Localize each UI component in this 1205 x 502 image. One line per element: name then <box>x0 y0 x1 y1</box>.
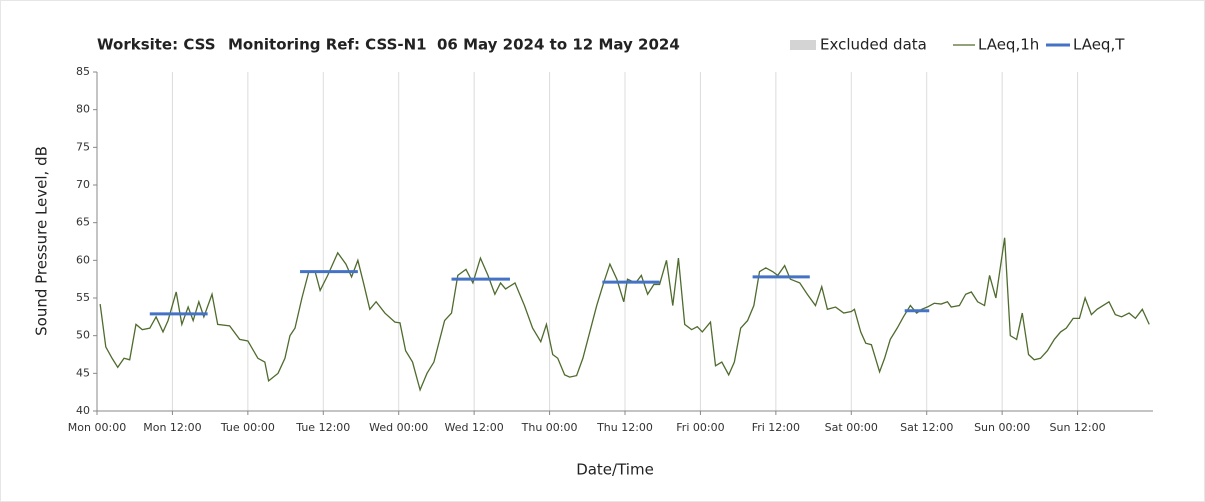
line-series <box>99 237 1150 392</box>
x-tick-label: Sat 12:00 <box>900 421 953 434</box>
y-axis-title: Sound Pressure Level, dB <box>33 146 51 336</box>
x-tick-label: Sat 00:00 <box>825 421 878 434</box>
x-tick-label: Tue 00:00 <box>220 421 275 434</box>
chart-title: 06 May 2024 to 12 May 2024 <box>437 36 680 54</box>
y-tick-label: 40 <box>76 404 90 417</box>
chart-title: Worksite: CSS <box>97 36 216 54</box>
x-tick-label: Fri 12:00 <box>752 421 800 434</box>
x-tick-label: Thu 00:00 <box>521 421 578 434</box>
x-tick-label: Wed 12:00 <box>445 421 504 434</box>
y-tick-label: 55 <box>76 291 90 304</box>
y-tick-label: 85 <box>76 65 90 78</box>
legend-swatch <box>790 40 816 50</box>
y-tick-label: 60 <box>76 253 90 266</box>
x-tick-label: Mon 12:00 <box>143 421 201 434</box>
y-tick-label: 70 <box>76 178 90 191</box>
chart-title: Monitoring Ref: CSS-N1 <box>228 36 427 54</box>
legend-label: LAeq,T <box>1073 36 1125 54</box>
y-tick-label: 50 <box>76 329 90 342</box>
x-tick-label: Wed 00:00 <box>369 421 428 434</box>
y-tick-label: 65 <box>76 216 90 229</box>
x-tick-label: Tue 12:00 <box>295 421 350 434</box>
y-tick-label: 80 <box>76 103 90 116</box>
x-tick-label: Thu 12:00 <box>596 421 653 434</box>
x-tick-label: Sun 12:00 <box>1050 421 1106 434</box>
legend-label: LAeq,1h <box>978 36 1039 54</box>
legend-label: Excluded data <box>820 36 927 54</box>
x-axis-title: Date/Time <box>576 461 654 479</box>
x-tick-label: Fri 00:00 <box>676 421 724 434</box>
x-tick-label: Mon 00:00 <box>68 421 126 434</box>
x-tick-label: Sun 00:00 <box>974 421 1030 434</box>
y-tick-label: 45 <box>76 366 90 379</box>
y-tick-label: 75 <box>76 140 90 153</box>
